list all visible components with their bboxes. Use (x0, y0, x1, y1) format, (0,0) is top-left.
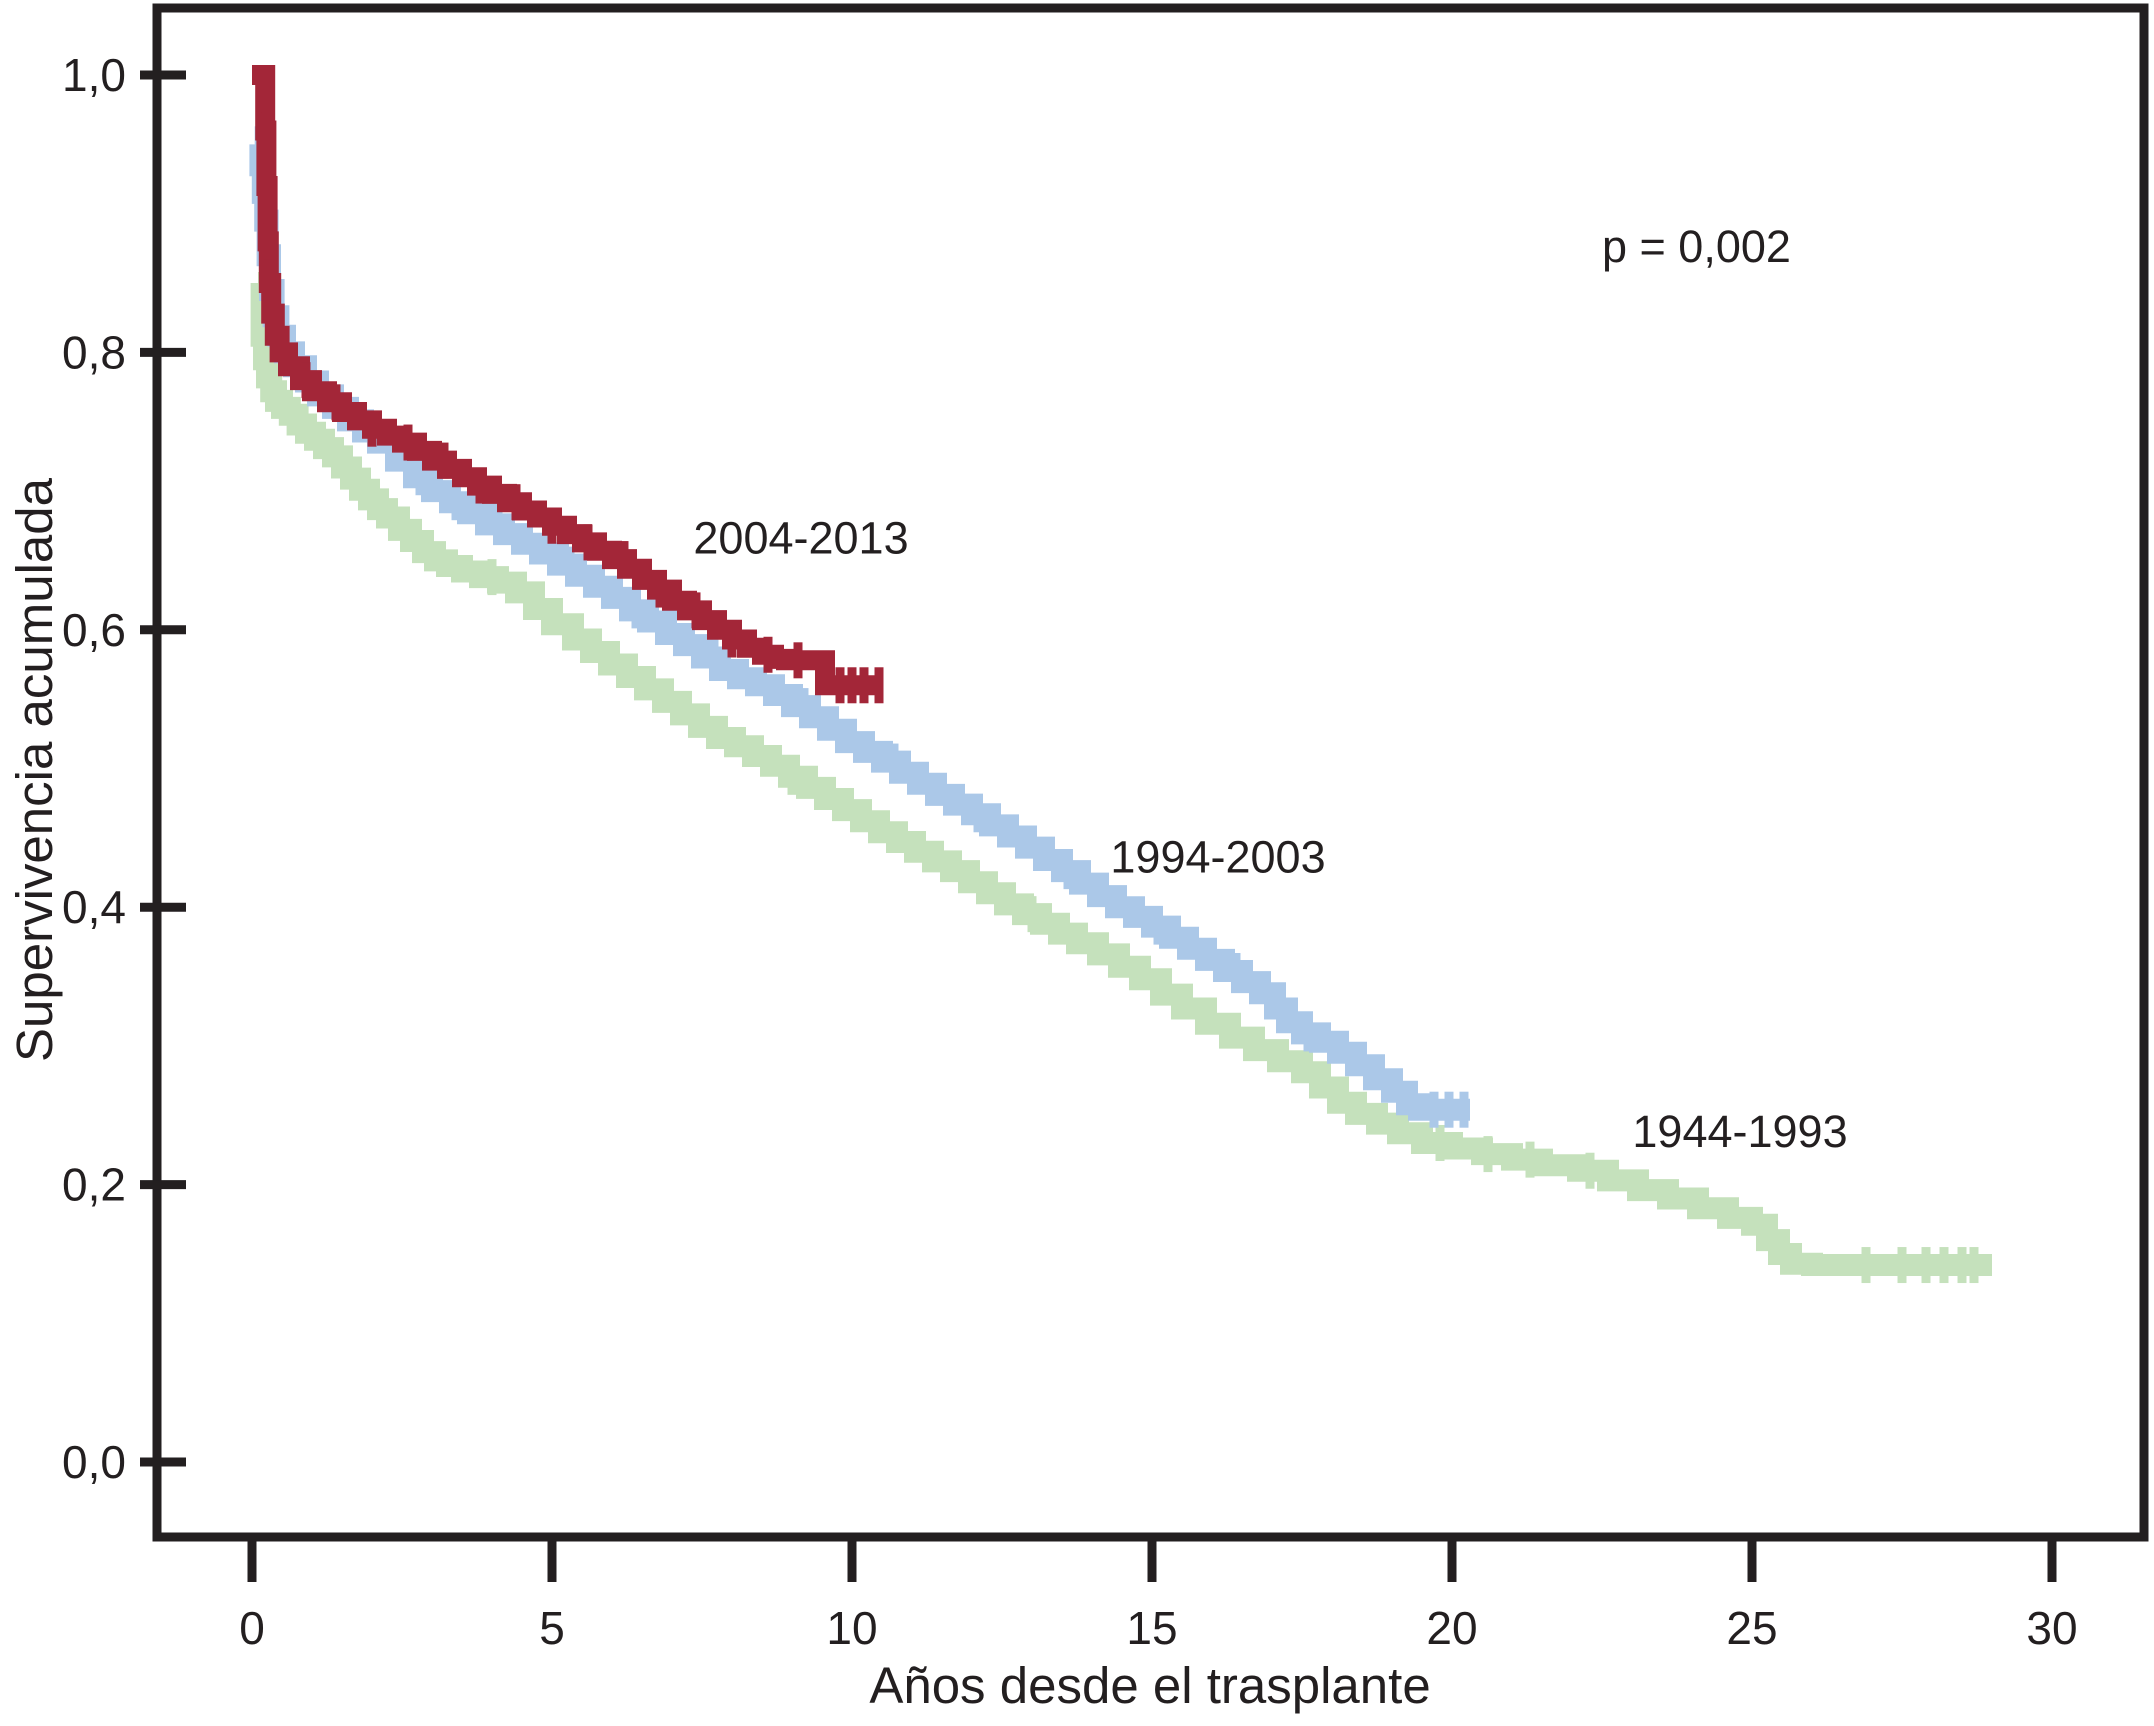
x-axis-title: Años desde el trasplante (869, 1657, 1430, 1714)
censor-tick (793, 642, 803, 679)
curve-labels: 1944-1993 1994-2003 2004-2013 p = 0,002 (693, 221, 1847, 1157)
censor-tick (1525, 1141, 1535, 1178)
y-tick-label: 0,4 (62, 881, 126, 933)
censor-tick (859, 667, 869, 704)
censor-tick (263, 223, 273, 260)
x-tick-label: 15 (1126, 1602, 1177, 1654)
censor-tick (799, 688, 809, 725)
censor-tick (691, 592, 701, 629)
x-tick-label: 20 (1426, 1602, 1477, 1654)
survival-curves (249, 65, 1992, 1284)
censor-tick (511, 484, 521, 521)
censor-tick (565, 546, 575, 583)
censor-tick (1969, 1247, 1979, 1284)
censor-tick (655, 571, 665, 608)
series-label-1994-2003: 1994-2003 (1110, 832, 1325, 883)
censor-tick (763, 636, 773, 673)
censor-tick (583, 524, 593, 561)
censor-tick (487, 559, 497, 596)
censor-tick (261, 112, 271, 149)
censor-tick (1435, 1124, 1445, 1161)
y-tick-label: 0,8 (62, 326, 126, 378)
censor-tick (847, 667, 857, 704)
curve-1994-2003 (249, 133, 1470, 1121)
x-tick-label: 30 (2026, 1602, 2077, 1654)
censor-tick (727, 621, 737, 658)
censor-tick (973, 796, 983, 833)
censor-tick (787, 758, 797, 795)
y-tick-label: 0,6 (62, 604, 126, 656)
censor-tick (1231, 953, 1241, 990)
censor-tick (631, 592, 641, 629)
censor-tick (874, 667, 884, 704)
censor-tick (265, 265, 275, 302)
censor-tick (1585, 1152, 1595, 1189)
censor-tick (1303, 1015, 1313, 1052)
y-tick-label: 0,2 (62, 1159, 126, 1211)
x-tick-label: 10 (826, 1602, 877, 1654)
censor-tick (1483, 1136, 1493, 1173)
axis-ticks: 1,0 0,8 0,6 0,4 0,2 0,0 0 5 10 15 20 25 30 (62, 49, 2078, 1654)
plot-frame (152, 3, 2149, 1542)
y-tick-label: 1,0 (62, 49, 126, 101)
censor-tick (1063, 853, 1073, 890)
curve-1944-1993 (250, 272, 1992, 1276)
curve-2004-2013 (252, 65, 882, 696)
censor-tick (301, 362, 311, 399)
censor-tick (1153, 908, 1163, 945)
censor-tick (709, 639, 719, 676)
censor-tick (415, 459, 425, 496)
censor-tick (367, 410, 377, 447)
censor-tick (619, 541, 629, 578)
p-value-annotation: p = 0,002 (1602, 221, 1791, 272)
y-tick-label: 0,0 (62, 1436, 126, 1488)
y-axis-title: Supervivencia acumulada (6, 477, 63, 1062)
censor-tick (1897, 1247, 1907, 1284)
censor-tick (1027, 896, 1037, 933)
censor-tick (1939, 1247, 1949, 1284)
censor-tick (835, 667, 845, 704)
series-label-1944-1993: 1944-1993 (1632, 1106, 1847, 1157)
x-tick-label: 25 (1726, 1602, 1777, 1654)
censor-tick (889, 743, 899, 780)
censor-tick (475, 467, 485, 504)
censor-tick (1429, 1091, 1439, 1128)
censor-tick (493, 506, 503, 543)
x-tick-label: 0 (239, 1602, 265, 1654)
series-label-2004-2013: 2004-2013 (693, 513, 908, 564)
censor-tick (1459, 1091, 1469, 1128)
censor-tick (1861, 1247, 1871, 1284)
censor-tick (1957, 1247, 1967, 1284)
x-tick-label: 5 (539, 1602, 565, 1654)
censor-tick (439, 442, 449, 479)
censor-tick (403, 424, 413, 461)
censor-tick (451, 484, 461, 521)
censor-tick (1921, 1247, 1931, 1284)
censor-tick (547, 507, 557, 544)
censor-tick (1444, 1091, 1454, 1128)
censor-tick (331, 384, 341, 421)
